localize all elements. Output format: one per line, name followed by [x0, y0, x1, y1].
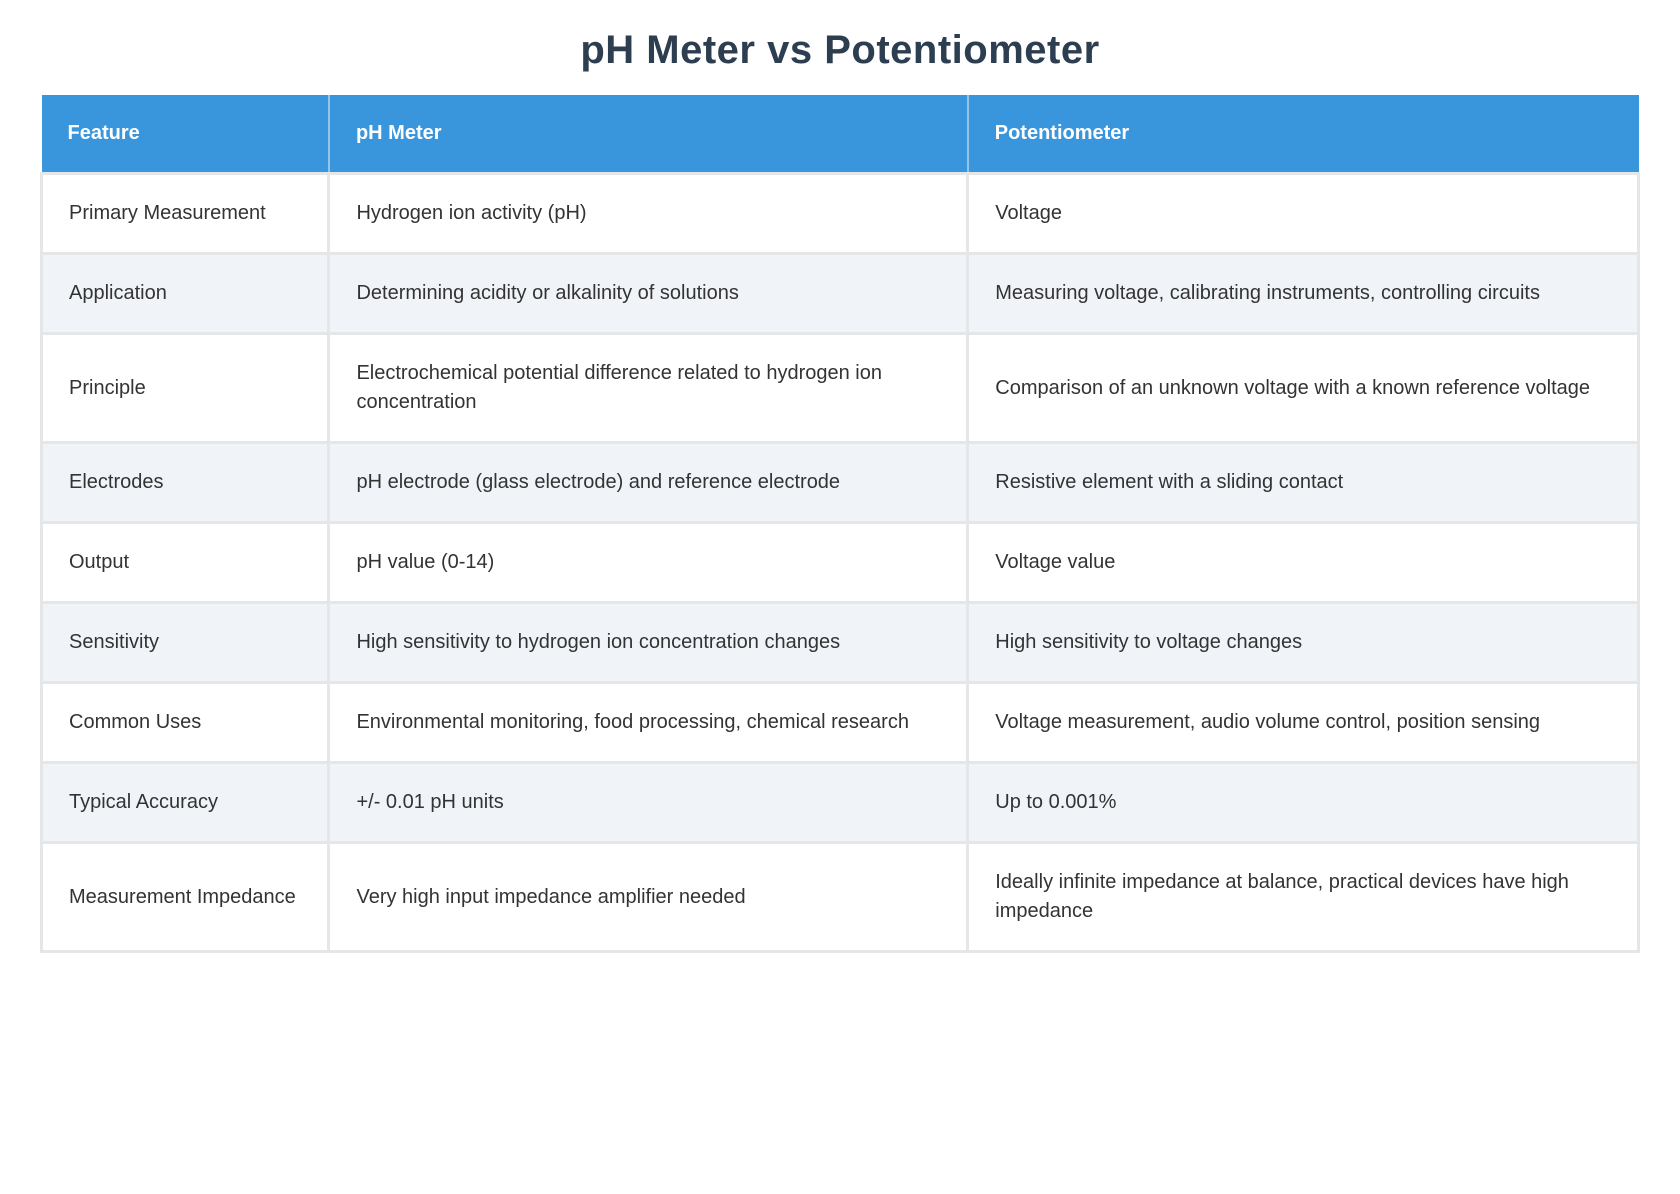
- feature-cell: Sensitivity: [39, 601, 331, 684]
- feature-cell: Measurement Impedance: [39, 841, 331, 953]
- table-body: Primary Measurement Hydrogen ion activit…: [39, 172, 1640, 953]
- table-row: Primary Measurement Hydrogen ion activit…: [39, 172, 1640, 255]
- potentiometer-cell: Up to 0.001%: [966, 761, 1640, 844]
- ph-meter-cell: Environmental monitoring, food processin…: [327, 681, 970, 764]
- feature-cell: Common Uses: [39, 681, 331, 764]
- ph-meter-cell: High sensitivity to hydrogen ion concent…: [327, 601, 970, 684]
- page-title: pH Meter vs Potentiometer: [580, 28, 1100, 72]
- table-row: Measurement Impedance Very high input im…: [39, 841, 1640, 953]
- table-row: Typical Accuracy +/- 0.01 pH units Up to…: [39, 761, 1640, 844]
- table-row: Common Uses Environmental monitoring, fo…: [39, 681, 1640, 764]
- table-row: Output pH value (0-14) Voltage value: [39, 521, 1640, 604]
- comparison-table: Feature pH Meter Potentiometer Primary M…: [39, 95, 1640, 953]
- table-row: Principle Electrochemical potential diff…: [39, 332, 1640, 444]
- ph-meter-cell: Electrochemical potential difference rel…: [327, 332, 970, 444]
- comparison-table-container: Feature pH Meter Potentiometer Primary M…: [39, 95, 1640, 953]
- feature-cell: Output: [39, 521, 331, 604]
- potentiometer-cell: Voltage: [966, 172, 1640, 255]
- ph-meter-cell: Very high input impedance amplifier need…: [327, 841, 970, 953]
- ph-meter-cell: pH value (0-14): [327, 521, 970, 604]
- potentiometer-cell: Voltage value: [966, 521, 1640, 604]
- potentiometer-cell: High sensitivity to voltage changes: [966, 601, 1640, 684]
- ph-meter-cell: Hydrogen ion activity (pH): [327, 172, 970, 255]
- column-header-potentiometer: Potentiometer: [967, 95, 1639, 174]
- table-row: Electrodes pH electrode (glass electrode…: [39, 441, 1640, 524]
- table-row: Application Determining acidity or alkal…: [39, 252, 1640, 335]
- potentiometer-cell: Resistive element with a sliding contact: [966, 441, 1640, 524]
- potentiometer-cell: Comparison of an unknown voltage with a …: [966, 332, 1640, 444]
- ph-meter-cell: Determining acidity or alkalinity of sol…: [327, 252, 970, 335]
- feature-cell: Application: [39, 252, 331, 335]
- header-row: Feature pH Meter Potentiometer: [41, 95, 1639, 174]
- column-header-ph-meter: pH Meter: [328, 95, 969, 174]
- table-row: Sensitivity High sensitivity to hydrogen…: [39, 601, 1640, 684]
- potentiometer-cell: Ideally infinite impedance at balance, p…: [966, 841, 1640, 953]
- table-header: Feature pH Meter Potentiometer: [41, 95, 1639, 174]
- potentiometer-cell: Measuring voltage, calibrating instrumen…: [966, 252, 1640, 335]
- feature-cell: Typical Accuracy: [39, 761, 331, 844]
- potentiometer-cell: Voltage measurement, audio volume contro…: [966, 681, 1640, 764]
- ph-meter-cell: +/- 0.01 pH units: [327, 761, 970, 844]
- feature-cell: Electrodes: [39, 441, 331, 524]
- column-header-feature: Feature: [41, 95, 330, 174]
- feature-cell: Principle: [39, 332, 331, 444]
- feature-cell: Primary Measurement: [39, 172, 331, 255]
- ph-meter-cell: pH electrode (glass electrode) and refer…: [327, 441, 970, 524]
